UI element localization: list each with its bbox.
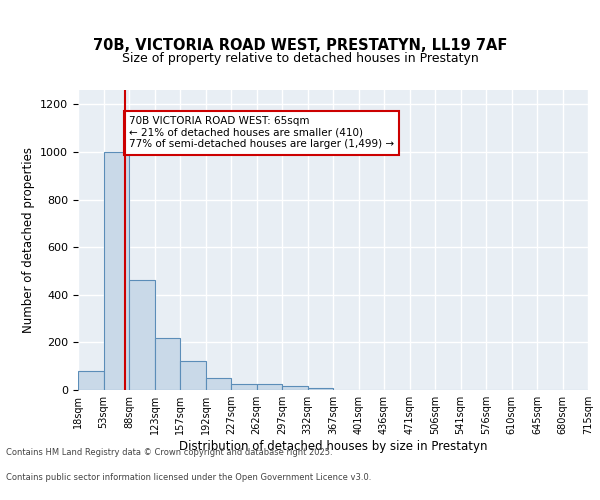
Bar bbox=[257, 384, 282, 390]
Bar bbox=[205, 378, 231, 390]
Text: Size of property relative to detached houses in Prestatyn: Size of property relative to detached ho… bbox=[122, 52, 478, 65]
Y-axis label: Number of detached properties: Number of detached properties bbox=[22, 147, 35, 333]
Bar bbox=[78, 371, 104, 390]
Bar bbox=[180, 362, 205, 390]
Bar bbox=[308, 388, 333, 390]
Bar bbox=[129, 280, 155, 390]
Text: 70B, VICTORIA ROAD WEST, PRESTATYN, LL19 7AF: 70B, VICTORIA ROAD WEST, PRESTATYN, LL19… bbox=[93, 38, 507, 52]
Bar bbox=[282, 386, 308, 390]
Bar bbox=[104, 152, 129, 390]
X-axis label: Distribution of detached houses by size in Prestatyn: Distribution of detached houses by size … bbox=[179, 440, 487, 453]
Text: 70B VICTORIA ROAD WEST: 65sqm
← 21% of detached houses are smaller (410)
77% of : 70B VICTORIA ROAD WEST: 65sqm ← 21% of d… bbox=[129, 116, 394, 150]
Text: Contains HM Land Registry data © Crown copyright and database right 2025.: Contains HM Land Registry data © Crown c… bbox=[6, 448, 332, 457]
Bar bbox=[155, 338, 180, 390]
Bar bbox=[231, 384, 257, 390]
Text: Contains public sector information licensed under the Open Government Licence v3: Contains public sector information licen… bbox=[6, 473, 371, 482]
